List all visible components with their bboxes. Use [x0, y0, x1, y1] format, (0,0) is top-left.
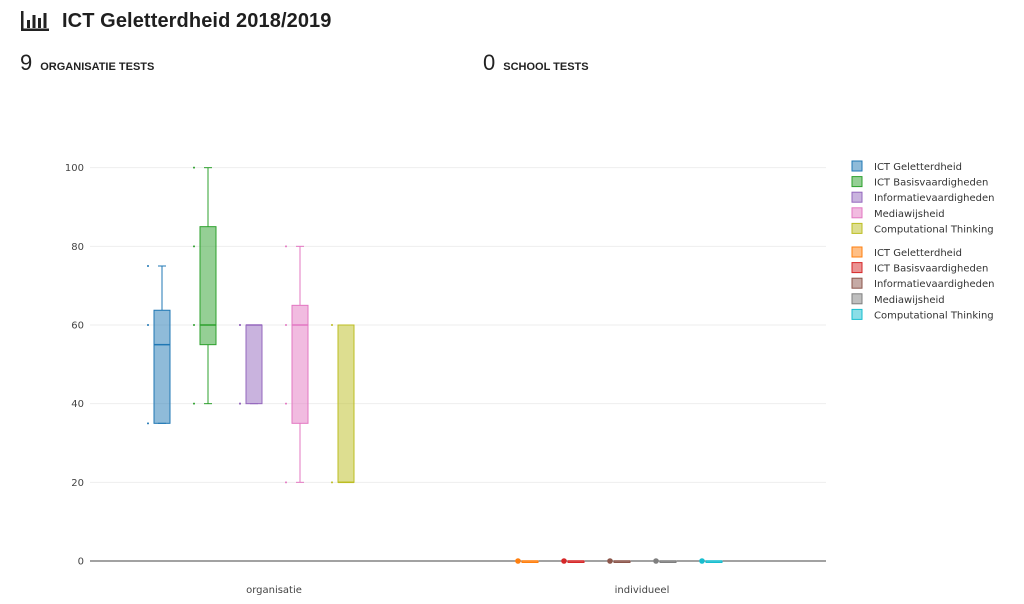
legend-swatch: [851, 293, 863, 305]
legend-item: Informatievaardigheden: [851, 191, 995, 204]
data-point: [147, 265, 149, 267]
legend-label: Computational Thinking: [874, 224, 994, 235]
legend-item: Computational Thinking: [851, 308, 994, 321]
data-point: [193, 402, 195, 405]
legend-swatch: [851, 176, 863, 188]
box-body: [245, 324, 263, 405]
legend-label: ICT Geletterdheid: [874, 162, 962, 173]
organisation-tests-label: ORGANISATIE TESTS: [40, 61, 155, 73]
data-point: [699, 558, 705, 564]
box-1-3: [653, 558, 677, 564]
legend-swatch: [851, 207, 863, 219]
box-0-1: [193, 166, 217, 405]
legend-swatch: [851, 246, 863, 258]
box-0-3: [285, 245, 309, 484]
data-point: [193, 324, 195, 326]
legend-label: Mediawijsheid: [874, 209, 945, 220]
legend-swatch: [851, 262, 863, 274]
y-tick-label: 40: [71, 399, 84, 410]
data-point: [331, 481, 333, 484]
page-header: ICT Geletterdheid 2018/2019: [20, 6, 332, 36]
box-1-0: [515, 558, 539, 564]
box-1-1: [561, 558, 585, 564]
x-tick-label: organisatie: [246, 585, 302, 596]
y-tick-label: 60: [71, 321, 84, 332]
legend-swatch: [851, 308, 863, 320]
y-tick-label: 20: [71, 478, 84, 489]
data-point: [147, 324, 149, 326]
y-tick-label: 80: [71, 242, 84, 253]
box-body: [337, 324, 355, 483]
data-point: [239, 402, 241, 405]
legend-item: ICT Geletterdheid: [851, 160, 962, 173]
legend-item: ICT Basisvaardigheden: [851, 262, 988, 275]
y-tick-label: 0: [78, 557, 84, 568]
school-tests-label: SCHOOL TESTS: [503, 61, 589, 73]
box-1-4: [699, 558, 723, 564]
legend-item: Informatievaardigheden: [851, 277, 995, 290]
legend-label: ICT Basisvaardigheden: [874, 178, 988, 189]
legend-swatch: [851, 191, 863, 203]
y-tick-label: 100: [65, 163, 84, 174]
box-body: [199, 226, 217, 346]
legend-label: Mediawijsheid: [874, 295, 945, 306]
data-point: [147, 422, 149, 425]
organisation-tests-count: 9: [20, 50, 33, 75]
box-0-0: [147, 265, 171, 425]
data-point: [285, 402, 287, 405]
box-body: [153, 309, 171, 424]
data-point: [193, 245, 195, 248]
legend-swatch: [851, 160, 863, 172]
bar-chart-icon: [21, 11, 49, 31]
x-tick-label: individueel: [615, 585, 670, 596]
data-point: [331, 324, 333, 326]
data-point: [607, 558, 613, 564]
page-title: ICT Geletterdheid 2018/2019: [62, 9, 332, 32]
box-1-2: [607, 558, 631, 564]
legend-swatch: [851, 277, 863, 289]
data-point: [285, 324, 287, 326]
legend-label: Informatievaardigheden: [874, 279, 995, 290]
legend-item: Mediawijsheid: [851, 293, 945, 306]
box-0-4: [331, 324, 355, 484]
legend-item: Mediawijsheid: [851, 207, 945, 220]
data-point: [239, 324, 241, 326]
school-tests-stat: 0 SCHOOL TESTS: [483, 50, 589, 76]
legend-label: ICT Basisvaardigheden: [874, 264, 988, 275]
legend-item: Computational Thinking: [851, 222, 994, 235]
legend: ICT Geletterdheid ICT Basisvaardigheden In…: [851, 160, 995, 321]
legend-item: ICT Basisvaardigheden: [851, 176, 988, 189]
box-body: [291, 304, 309, 424]
data-point: [193, 166, 195, 169]
school-tests-count: 0: [483, 50, 496, 75]
organisation-tests-stat: 9 ORGANISATIE TESTS: [20, 50, 154, 76]
legend-label: Computational Thinking: [874, 310, 994, 321]
box-0-2: [239, 324, 263, 405]
legend-label: Informatievaardigheden: [874, 193, 995, 204]
data-point: [653, 558, 659, 564]
legend-label: ICT Geletterdheid: [874, 248, 962, 259]
legend-item: ICT Geletterdheid: [851, 246, 962, 259]
data-point: [515, 558, 521, 564]
legend-swatch: [851, 222, 863, 234]
data-point: [285, 245, 287, 248]
data-point: [561, 558, 567, 564]
data-point: [285, 481, 287, 484]
